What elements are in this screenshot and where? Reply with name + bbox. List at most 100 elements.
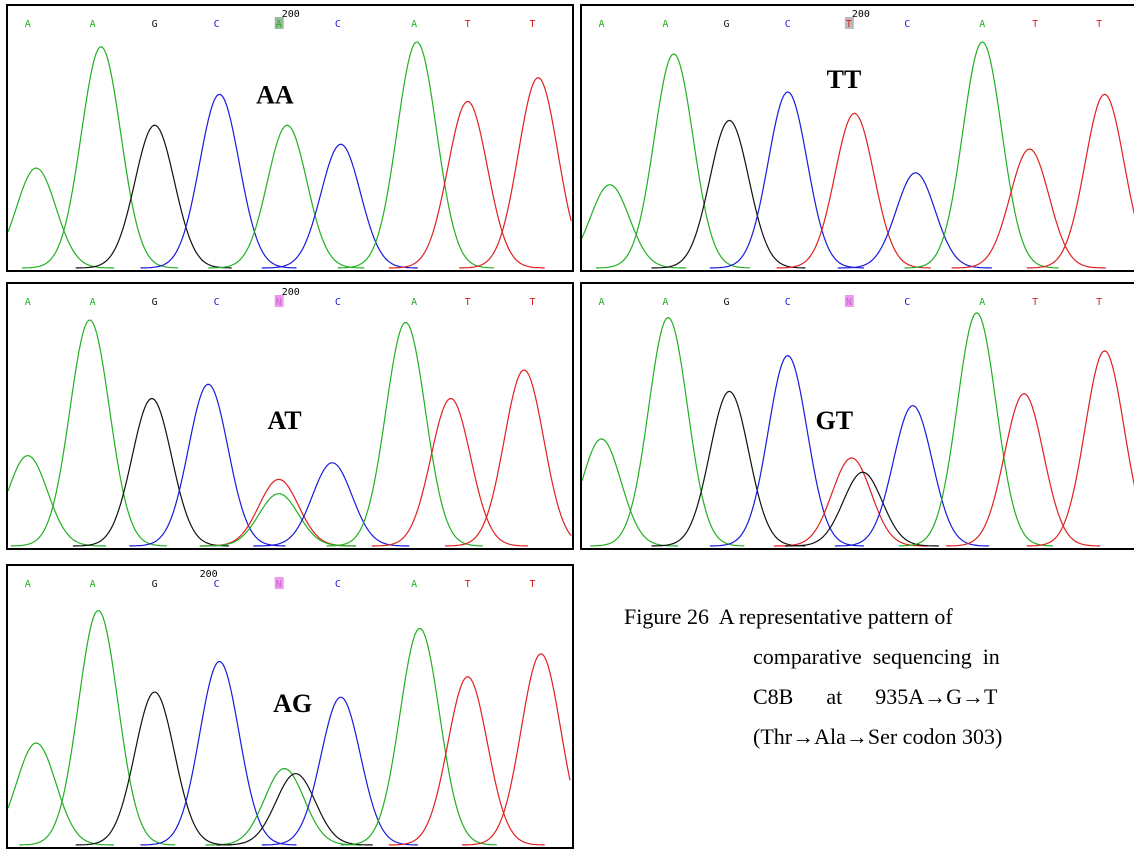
trace-peak: [72, 398, 229, 547]
base-call: A: [25, 19, 31, 30]
base-call: C: [335, 579, 341, 590]
genotype-label: AG: [273, 689, 312, 718]
base-call: C: [785, 297, 791, 308]
base-call: C: [214, 297, 220, 308]
trace-peak: [140, 93, 297, 269]
trace-peak: [462, 653, 571, 846]
base-highlight: [844, 295, 854, 307]
trace-peak: [8, 167, 115, 269]
base-call: T: [1032, 297, 1038, 308]
caption-line-1: Figure 26 A representative pattern of: [624, 604, 953, 629]
trace-peak: [445, 369, 572, 547]
trace-peak: [10, 319, 167, 547]
trace-peak: [261, 143, 418, 269]
trace-peak: [834, 404, 989, 547]
base-call: A: [411, 19, 417, 30]
base-call: G: [152, 579, 158, 590]
trace-peak: [388, 676, 545, 846]
base-call: T: [465, 19, 471, 30]
caption-line-3: C8B at 935A→G→T: [753, 684, 998, 709]
base-call: A: [598, 297, 604, 308]
trace-peak: [590, 316, 745, 547]
base-call: T: [1096, 297, 1102, 308]
position-label: 200: [852, 9, 870, 20]
genotype-label: TT: [827, 65, 862, 94]
base-call: N: [276, 297, 282, 308]
base-call: C: [214, 19, 220, 30]
caption-line-2: comparative sequencing in: [753, 644, 1000, 669]
base-call: G: [152, 19, 158, 30]
base-call: A: [90, 297, 96, 308]
chromatogram-panel-at: A A G C N C A T T 200 AT: [6, 282, 574, 550]
chromatogram-panel-gt: A A G C N C A T T GT: [580, 282, 1134, 550]
base-call: T: [465, 297, 471, 308]
chromatogram-panel-aa: A A G C A C A T T 200 AA: [6, 4, 574, 272]
trace-peak: [837, 172, 992, 269]
trace-peak: [904, 41, 1059, 269]
base-call: A: [90, 19, 96, 30]
base-call: G: [152, 297, 158, 308]
base-call: C: [785, 19, 791, 30]
trace-peak: [205, 768, 362, 846]
trace-peak: [199, 493, 356, 547]
trace-peak: [75, 691, 232, 846]
base-call: A: [25, 579, 31, 590]
base-call: T: [1032, 19, 1038, 30]
base-call: T: [530, 297, 536, 308]
base-call: C: [904, 19, 910, 30]
base-call: T: [530, 19, 536, 30]
trace-peak: [776, 112, 931, 269]
trace-peak: [75, 124, 232, 269]
base-call: G: [724, 19, 730, 30]
base-call: A: [662, 297, 668, 308]
base-call: A: [979, 19, 985, 30]
base-call: C: [904, 297, 910, 308]
base-call: A: [90, 579, 96, 590]
trace-peak: [1026, 350, 1134, 547]
trace-plot: A A G C N C A T T GT: [582, 295, 1134, 547]
trace-peak: [8, 454, 107, 547]
trace-peak: [709, 91, 864, 269]
trace-peak: [898, 312, 1053, 547]
position-label: 200: [282, 9, 300, 20]
trace-peak: [388, 101, 545, 269]
trace-peak: [199, 478, 356, 547]
trace-peak: [946, 393, 1101, 547]
base-call: G: [724, 297, 730, 308]
base-highlight: [274, 295, 284, 307]
trace-peak: [253, 462, 410, 547]
trace-peak: [459, 77, 572, 269]
trace-peak: [208, 124, 365, 269]
base-call: T: [465, 579, 471, 590]
base-call: C: [335, 19, 341, 30]
trace-peak: [8, 742, 115, 846]
trace-peak: [651, 390, 806, 547]
base-call: A: [411, 579, 417, 590]
base-call: T: [530, 579, 536, 590]
base-call: C: [214, 579, 220, 590]
position-label: 200: [282, 287, 300, 298]
trace-peak: [951, 148, 1106, 269]
genotype-label: GT: [816, 406, 854, 435]
chromatogram-panel-tt: A A G C T C A T T 200 TT: [580, 4, 1134, 272]
base-call: A: [662, 19, 668, 30]
trace-peak: [371, 398, 528, 547]
base-highlight: [274, 577, 284, 589]
trace-peak: [709, 354, 864, 547]
base-call: A: [598, 19, 604, 30]
trace-peak: [595, 53, 750, 269]
base-highlight: [274, 17, 284, 29]
trace-peak: [582, 184, 687, 269]
trace-peak: [22, 46, 179, 269]
trace-peak: [19, 610, 176, 846]
trace-peak: [140, 660, 297, 846]
position-label: 200: [200, 569, 218, 580]
genotype-label: AA: [256, 81, 294, 110]
genotype-label: AT: [267, 406, 301, 435]
base-call: N: [276, 579, 282, 590]
base-call: C: [335, 297, 341, 308]
trace-peak: [261, 696, 418, 846]
